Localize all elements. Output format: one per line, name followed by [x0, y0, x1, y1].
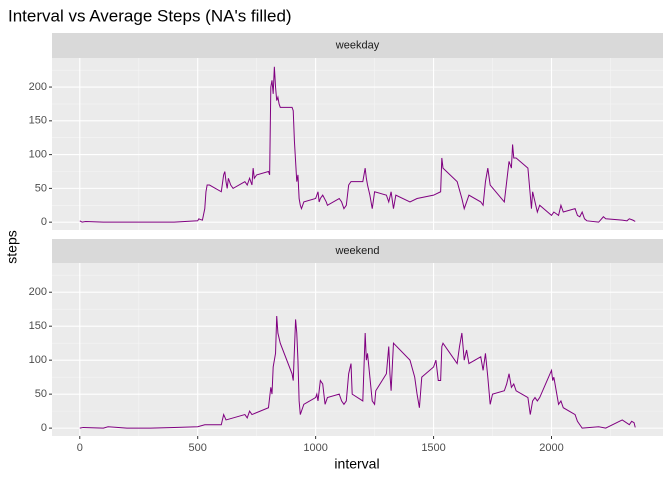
- series-line: [79, 315, 636, 429]
- chart-title: Interval vs Average Steps (NA's filled): [8, 6, 292, 25]
- x-axis-title: interval: [334, 456, 379, 472]
- x-tick-label: 2000: [539, 442, 563, 454]
- y-tick-label: 100: [29, 354, 47, 366]
- y-tick-label: 50: [35, 388, 47, 400]
- x-tick-label: 500: [189, 442, 207, 454]
- series-line: [79, 66, 636, 223]
- y-axis-title: steps: [4, 230, 20, 263]
- y-tick-label: 150: [29, 115, 47, 127]
- x-tick-label: 0: [77, 442, 83, 454]
- y-tick-label: 0: [41, 216, 47, 228]
- y-tick-label: 50: [35, 182, 47, 194]
- y-tick-label: 200: [29, 286, 47, 298]
- x-tick-label: 1000: [303, 442, 327, 454]
- facet-strip: [52, 33, 663, 58]
- facet-strip: [52, 239, 663, 263]
- facet-label: weekday: [335, 39, 380, 51]
- panel-background: [52, 263, 663, 436]
- y-tick-label: 0: [41, 422, 47, 434]
- x-tick-label: 1500: [421, 442, 445, 454]
- y-tick-label: 100: [29, 149, 47, 161]
- y-tick-label: 200: [29, 81, 47, 93]
- panel-background: [52, 58, 663, 230]
- facet-label: weekend: [334, 245, 379, 257]
- y-tick-label: 150: [29, 320, 47, 332]
